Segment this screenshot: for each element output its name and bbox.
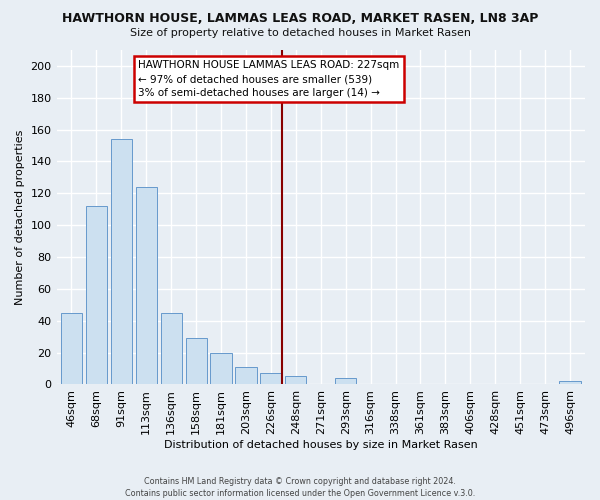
X-axis label: Distribution of detached houses by size in Market Rasen: Distribution of detached houses by size … xyxy=(164,440,478,450)
Bar xyxy=(111,139,132,384)
Text: Size of property relative to detached houses in Market Rasen: Size of property relative to detached ho… xyxy=(130,28,470,38)
Bar xyxy=(335,378,356,384)
Text: HAWTHORN HOUSE, LAMMAS LEAS ROAD, MARKET RASEN, LN8 3AP: HAWTHORN HOUSE, LAMMAS LEAS ROAD, MARKET… xyxy=(62,12,538,26)
Bar xyxy=(559,382,581,384)
Bar xyxy=(86,206,107,384)
Y-axis label: Number of detached properties: Number of detached properties xyxy=(15,130,25,305)
Bar xyxy=(61,313,82,384)
Bar xyxy=(136,187,157,384)
Text: Contains HM Land Registry data © Crown copyright and database right 2024.
Contai: Contains HM Land Registry data © Crown c… xyxy=(125,476,475,498)
Bar xyxy=(185,338,207,384)
Bar xyxy=(211,352,232,384)
Bar xyxy=(235,367,257,384)
Bar xyxy=(260,374,281,384)
Bar xyxy=(285,376,307,384)
Bar xyxy=(161,313,182,384)
Text: HAWTHORN HOUSE LAMMAS LEAS ROAD: 227sqm
← 97% of detached houses are smaller (53: HAWTHORN HOUSE LAMMAS LEAS ROAD: 227sqm … xyxy=(139,60,400,98)
